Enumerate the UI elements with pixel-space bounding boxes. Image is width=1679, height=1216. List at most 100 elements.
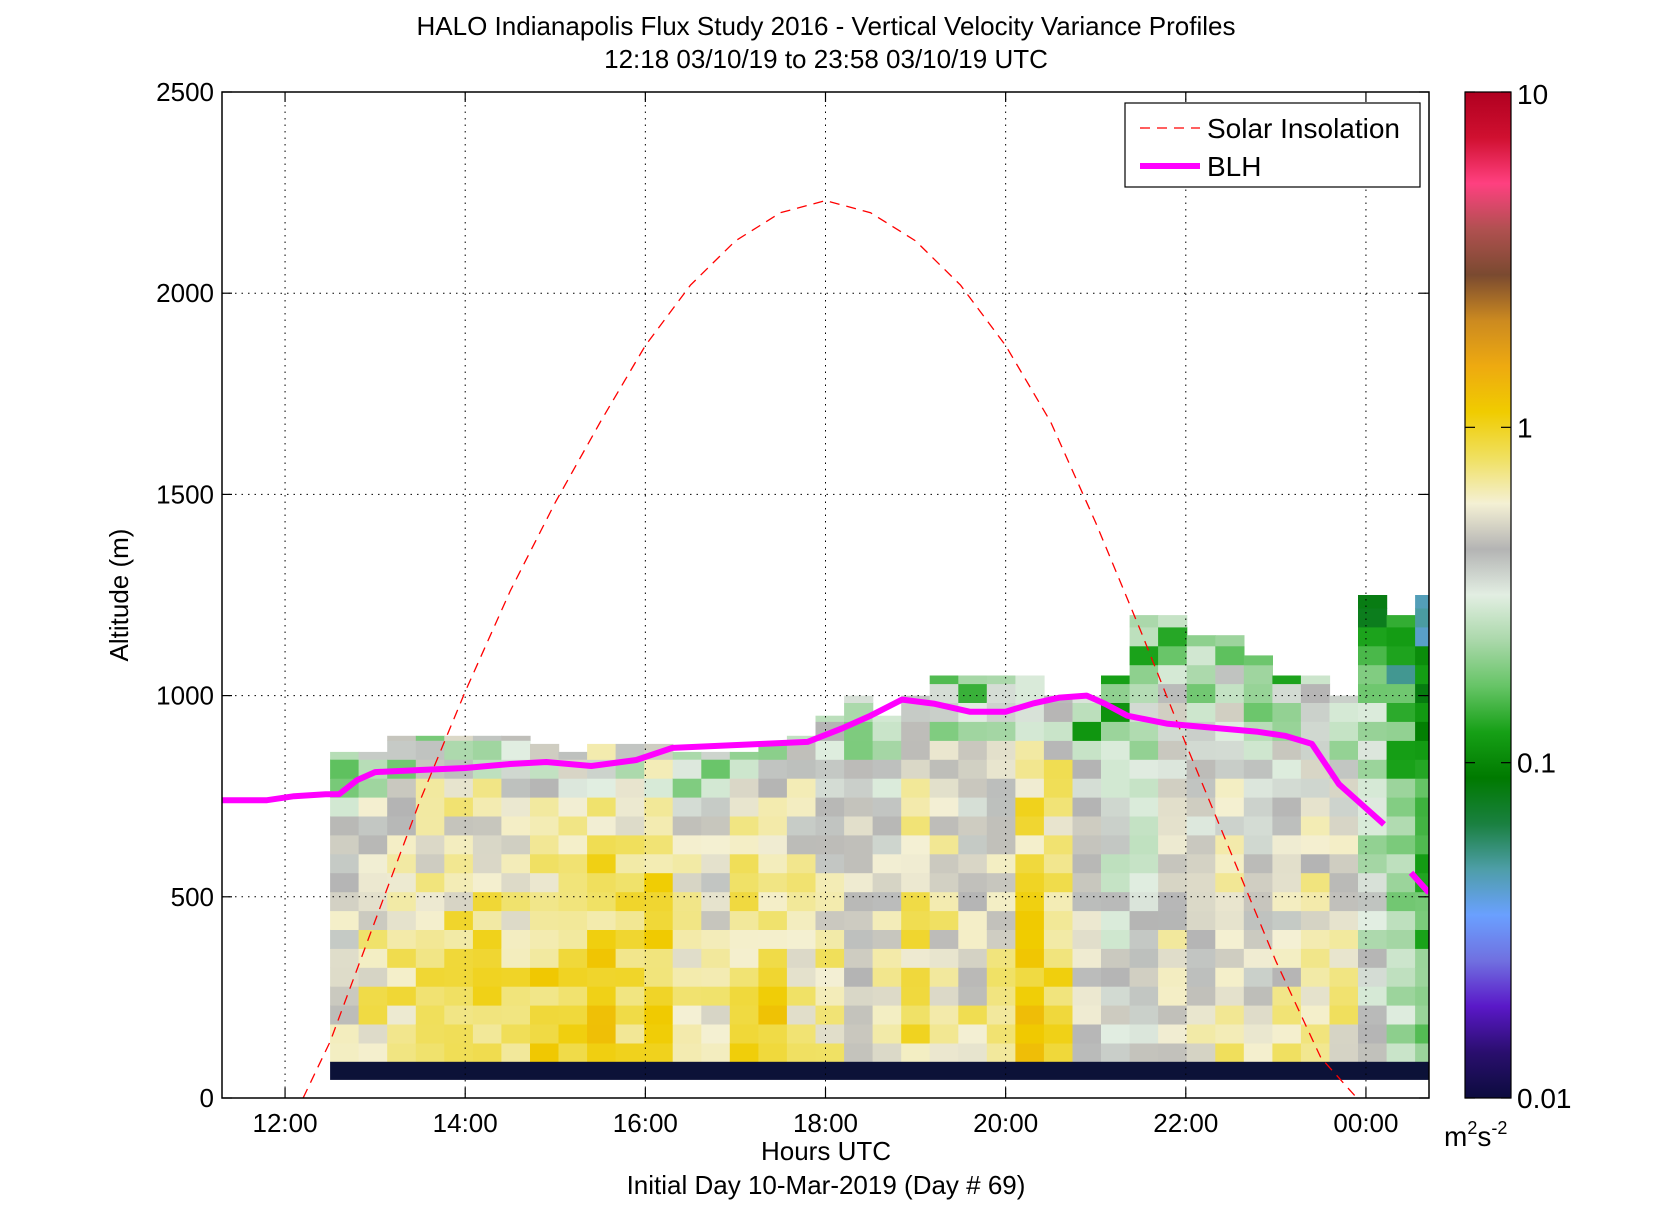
heatmap-cell xyxy=(872,967,902,987)
heatmap-cell xyxy=(1129,615,1159,628)
heatmap-cell xyxy=(1243,910,1273,930)
heatmap-cell xyxy=(815,891,845,912)
heatmap-cell xyxy=(929,834,959,855)
x-tick-label: 18:00 xyxy=(793,1108,858,1138)
heatmap-cell xyxy=(1415,967,1429,987)
heatmap-cell xyxy=(815,967,845,987)
heatmap-cell xyxy=(387,853,417,874)
heatmap-cell xyxy=(1072,721,1102,741)
heatmap-cell xyxy=(558,872,588,893)
colorbar-ticks: 0.01 0.1 1 10 xyxy=(1465,79,1572,1114)
heatmap-cell xyxy=(1101,986,1131,1006)
heatmap-cell xyxy=(415,853,445,874)
heatmap-cell xyxy=(958,929,988,949)
legend-box xyxy=(1124,102,1421,188)
heatmap-cell xyxy=(501,986,531,1006)
heatmap-cell xyxy=(1358,759,1388,779)
heatmap-cell xyxy=(1329,1005,1359,1025)
heatmap-cell xyxy=(729,759,759,779)
heatmap-cell xyxy=(1243,815,1273,836)
heatmap-cell xyxy=(330,853,360,874)
heatmap-cell xyxy=(1215,797,1245,817)
heatmap-cell xyxy=(358,872,388,893)
heatmap-cell xyxy=(1072,910,1102,930)
heatmap-cell xyxy=(472,948,503,968)
heatmap-cell xyxy=(729,834,759,855)
heatmap-cell xyxy=(844,929,874,949)
heatmap-cell xyxy=(587,967,617,987)
heatmap-cell xyxy=(786,967,817,987)
heatmap-cell xyxy=(786,986,817,1006)
heatmap-cell xyxy=(672,1024,702,1044)
heatmap-cell xyxy=(1186,910,1216,930)
heatmap-cell xyxy=(815,834,845,855)
heatmap-cell xyxy=(1272,759,1302,779)
heatmap-cell xyxy=(1243,740,1273,760)
heatmap-cell xyxy=(1415,740,1429,760)
heatmap-cell xyxy=(1358,645,1388,666)
heatmap-cell xyxy=(444,1005,474,1025)
heatmap-cell xyxy=(729,1024,759,1044)
heatmap-cell xyxy=(815,872,845,893)
heatmap-cell xyxy=(615,967,645,987)
heatmap-cell xyxy=(1015,929,1045,949)
heatmap-cell xyxy=(1101,675,1131,685)
colorbar-unit-sup2: -2 xyxy=(1491,1118,1507,1138)
heatmap-cell xyxy=(644,967,674,987)
heatmap-cell xyxy=(986,967,1016,987)
heatmap-cell xyxy=(615,1024,645,1044)
heatmap-cell xyxy=(786,948,817,968)
heatmap-cell xyxy=(1072,1042,1102,1063)
heatmap-cell xyxy=(615,778,645,798)
heatmap-cell xyxy=(387,834,417,855)
heatmap-cell xyxy=(1358,834,1388,855)
heatmap-cell xyxy=(901,853,931,874)
heatmap-cell xyxy=(672,1005,702,1025)
heatmap-cell xyxy=(1129,645,1159,666)
heatmap-cell xyxy=(1272,683,1302,703)
heatmap-cell xyxy=(729,948,759,968)
heatmap-cell xyxy=(701,967,731,987)
heatmap-cell xyxy=(1043,702,1074,722)
heatmap-cell xyxy=(958,1005,988,1025)
heatmap-cell xyxy=(558,751,588,760)
heatmap-cell xyxy=(1358,948,1388,968)
heatmap-cell xyxy=(1129,834,1159,855)
heatmap-cell xyxy=(387,967,417,987)
heatmap-cell xyxy=(1158,872,1188,893)
heatmap-cell xyxy=(872,834,902,855)
heatmap-cell xyxy=(1272,1042,1302,1063)
heatmap-cell xyxy=(844,910,874,930)
heatmap-cell xyxy=(1272,967,1302,987)
heatmap-cell xyxy=(387,735,417,741)
heatmap-cell xyxy=(387,1042,417,1063)
legend-blh-label: BLH xyxy=(1207,151,1261,182)
colorbar-tick-label: 0.1 xyxy=(1517,748,1556,779)
heatmap-cell xyxy=(844,834,874,855)
heatmap-cell xyxy=(1358,778,1388,798)
heatmap-cell xyxy=(815,797,845,817)
heatmap-cell xyxy=(672,778,702,798)
heatmap-cell xyxy=(929,929,959,949)
heatmap-cell xyxy=(1243,872,1273,893)
heatmap-cell xyxy=(986,683,1016,703)
heatmap-cell xyxy=(558,834,588,855)
heatmap-cell xyxy=(1329,759,1359,779)
heatmap-cell xyxy=(1186,929,1216,949)
heatmap-cell xyxy=(1072,967,1102,987)
heatmap-cell xyxy=(587,743,617,760)
heatmap-cell xyxy=(530,778,560,798)
heatmap-cell xyxy=(1415,1024,1429,1044)
heatmap-cell xyxy=(1186,778,1216,798)
heatmap-cell xyxy=(1043,721,1074,741)
heatmap-cell xyxy=(1158,1005,1188,1025)
heatmap-cell xyxy=(672,834,702,855)
heatmap-cell xyxy=(986,1042,1016,1063)
heatmap-cell xyxy=(872,1042,902,1063)
heatmap-cell xyxy=(1158,683,1188,703)
series-solar-insolation xyxy=(302,199,1358,1098)
heatmap-cell xyxy=(901,1024,931,1044)
heatmap-cell xyxy=(1215,702,1245,722)
heatmap-cell xyxy=(1386,891,1416,912)
